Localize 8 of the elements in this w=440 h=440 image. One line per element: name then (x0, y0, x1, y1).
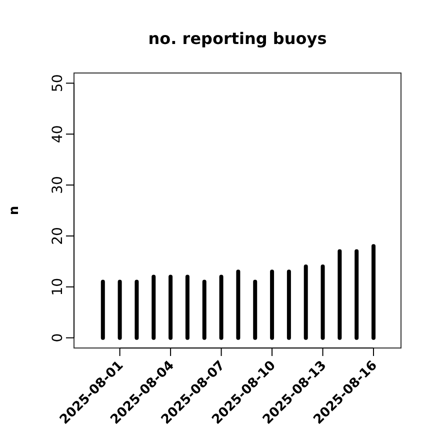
y-tick-label: 30 (50, 176, 66, 194)
y-tick-label: 50 (50, 74, 66, 92)
y-tick-label: 10 (50, 278, 66, 296)
chart-title: no. reporting buoys (148, 29, 327, 48)
y-axis-title: n (7, 206, 22, 216)
y-tick-label: 20 (50, 227, 66, 245)
y-tick-label: 0 (50, 333, 66, 342)
y-tick-label: 40 (50, 125, 66, 144)
